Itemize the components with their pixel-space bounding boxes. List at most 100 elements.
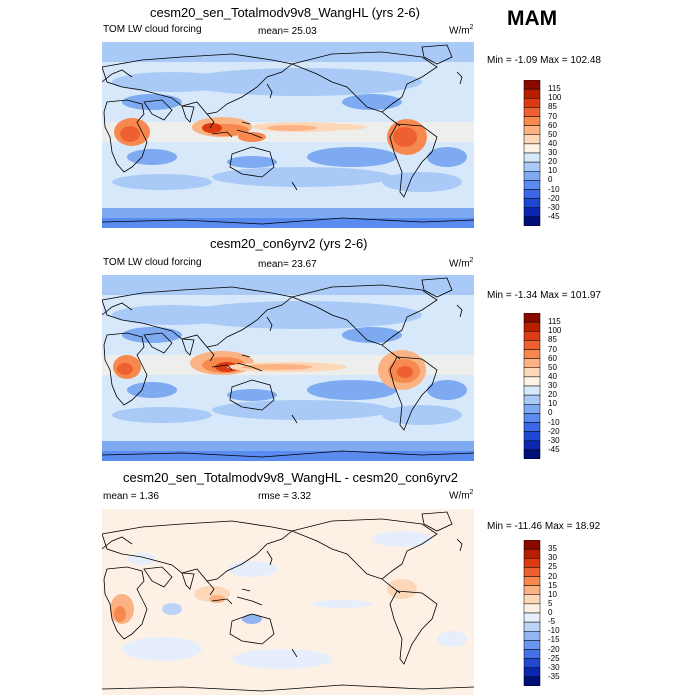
colorbar-tick-label: 70 xyxy=(548,111,557,121)
colorbar-swatch xyxy=(523,548,541,559)
colorbar-tick-label: 30 xyxy=(548,148,557,157)
colorbar-swatch xyxy=(523,207,541,218)
colorbar-swatch xyxy=(523,394,541,405)
colorbar-tick-label: -45 xyxy=(548,211,560,221)
colorbar-tick-label: 0 xyxy=(548,608,553,617)
colorbar-tick-label: 10 xyxy=(548,166,557,176)
colorbar-swatch xyxy=(523,576,541,586)
colorbar-tick-label: 0 xyxy=(548,408,553,418)
colorbar-swatch xyxy=(523,640,541,650)
colorbar-swatch xyxy=(523,180,541,190)
colorbar-tick-label: 25 xyxy=(548,562,557,572)
colorbar-swatch xyxy=(523,621,541,632)
colorbar-swatch xyxy=(523,143,541,154)
colorbar-swatch xyxy=(523,98,541,108)
panel-2-colorbar-labels: 115 100 85 70 60 50 40 30 20 10 0 -10 -20 -30 -45 xyxy=(548,313,588,459)
panel-3-map xyxy=(102,509,474,695)
colorbar-swatch xyxy=(523,631,541,641)
panel-1-field-overlays xyxy=(114,117,427,155)
panel-3-minmax: Min = -11.46 Max = 18.92 xyxy=(487,521,601,532)
colorbar-tick-label: 20 xyxy=(548,571,557,581)
colorbar-tick-label: 5 xyxy=(548,598,553,608)
colorbar-tick-label: -20 xyxy=(548,644,560,654)
colorbar-swatch xyxy=(523,585,541,595)
colorbar-tick-label: 50 xyxy=(548,362,557,372)
colorbar-swatch xyxy=(523,216,541,226)
panel-2-mean-label: mean= 23.67 xyxy=(258,259,317,270)
colorbar-tick-label: 85 xyxy=(548,335,557,345)
panel-1-minmax: Min = -1.09 Max = 102.48 xyxy=(487,55,601,66)
colorbar-swatch xyxy=(523,431,541,441)
colorbar-swatch xyxy=(523,413,541,423)
panel-3-colorbar xyxy=(523,540,541,686)
colorbar-tick-label: 100 xyxy=(548,326,562,336)
season-label: MAM xyxy=(507,7,558,30)
colorbar-tick-label: 85 xyxy=(548,102,557,112)
colorbar-swatch xyxy=(523,404,541,414)
colorbar-swatch xyxy=(523,171,541,181)
colorbar-tick-label: 70 xyxy=(548,344,557,354)
colorbar-tick-label: 60 xyxy=(548,120,557,130)
colorbar-tick-label: 60 xyxy=(548,353,557,363)
colorbar-swatch xyxy=(523,540,541,550)
colorbar-tick-label: 15 xyxy=(548,580,557,590)
colorbar-tick-label: 115 xyxy=(548,317,561,327)
colorbar-swatch xyxy=(523,116,541,126)
panel-2-units: W/m2 xyxy=(449,257,474,270)
colorbar-tick-label: 20 xyxy=(548,157,557,167)
panel-2-field-overlays xyxy=(113,350,426,390)
colorbar-tick-label: -10 xyxy=(548,417,560,427)
panel-3-colorbar-labels: 35 30 25 20 15 10 5 0 -5 -10 -15 -20 -25 -30 -35 xyxy=(548,540,588,686)
colorbar-swatch xyxy=(523,340,541,350)
panel-2-map xyxy=(102,275,474,461)
colorbar-tick-label: -30 xyxy=(548,435,560,445)
colorbar-swatch xyxy=(523,440,541,451)
colorbar-swatch xyxy=(523,603,541,614)
panel-1-units: W/m2 xyxy=(449,24,474,37)
colorbar-swatch xyxy=(523,189,541,199)
colorbar-swatch xyxy=(523,367,541,378)
colorbar-swatch xyxy=(523,313,541,323)
colorbar-tick-label: 10 xyxy=(548,589,557,599)
colorbar-tick-label: 30 xyxy=(548,381,557,390)
panel-2-colorbar xyxy=(523,313,541,459)
colorbar-tick-label: -45 xyxy=(548,444,560,454)
colorbar-swatch xyxy=(523,649,541,659)
colorbar-tick-label: 10 xyxy=(548,399,557,409)
colorbar-swatch xyxy=(523,594,541,605)
panel-1-variable-label: TOM LW cloud forcing xyxy=(103,24,202,35)
colorbar-swatch xyxy=(523,422,541,432)
colorbar-tick-label: -20 xyxy=(548,193,560,203)
colorbar-swatch xyxy=(523,676,541,686)
colorbar-tick-label: 100 xyxy=(548,93,562,103)
panel-3-rmse-label: rmse = 3.32 xyxy=(258,491,312,502)
colorbar-swatch xyxy=(523,161,541,172)
panel-1-mean-label: mean= 25.03 xyxy=(258,26,317,37)
colorbar-swatch xyxy=(523,449,541,459)
colorbar-tick-label: -30 xyxy=(548,202,560,212)
panel-3-field-overlays xyxy=(102,509,474,695)
colorbar-swatch xyxy=(523,88,541,99)
colorbar-tick-label: -15 xyxy=(548,635,560,645)
colorbar-swatch xyxy=(523,667,541,678)
colorbar-tick-label: -35 xyxy=(548,671,560,681)
panel-2-title: cesm20_con6yrv2 (yrs 2-6) xyxy=(210,236,368,251)
colorbar-tick-label: 40 xyxy=(548,371,557,381)
colorbar-swatch xyxy=(523,558,541,568)
colorbar-swatch xyxy=(523,198,541,208)
colorbar-tick-label: -10 xyxy=(548,184,560,194)
panel-3-units: W/m2 xyxy=(449,489,474,502)
colorbar-tick-label: 20 xyxy=(548,390,557,400)
colorbar-tick-label: 40 xyxy=(548,138,557,148)
panel-1-colorbar xyxy=(523,80,541,226)
colorbar-tick-label: -10 xyxy=(548,626,560,636)
colorbar-swatch xyxy=(523,349,541,359)
colorbar-tick-label: 30 xyxy=(548,553,557,563)
colorbar-tick-label: 50 xyxy=(548,129,557,139)
colorbar-tick-label: 35 xyxy=(548,544,557,554)
colorbar-swatch xyxy=(523,331,541,341)
panel-3-mean-label: mean = 1.36 xyxy=(103,491,159,502)
colorbar-swatch xyxy=(523,125,541,135)
colorbar-swatch xyxy=(523,567,541,577)
colorbar-swatch xyxy=(523,358,541,368)
